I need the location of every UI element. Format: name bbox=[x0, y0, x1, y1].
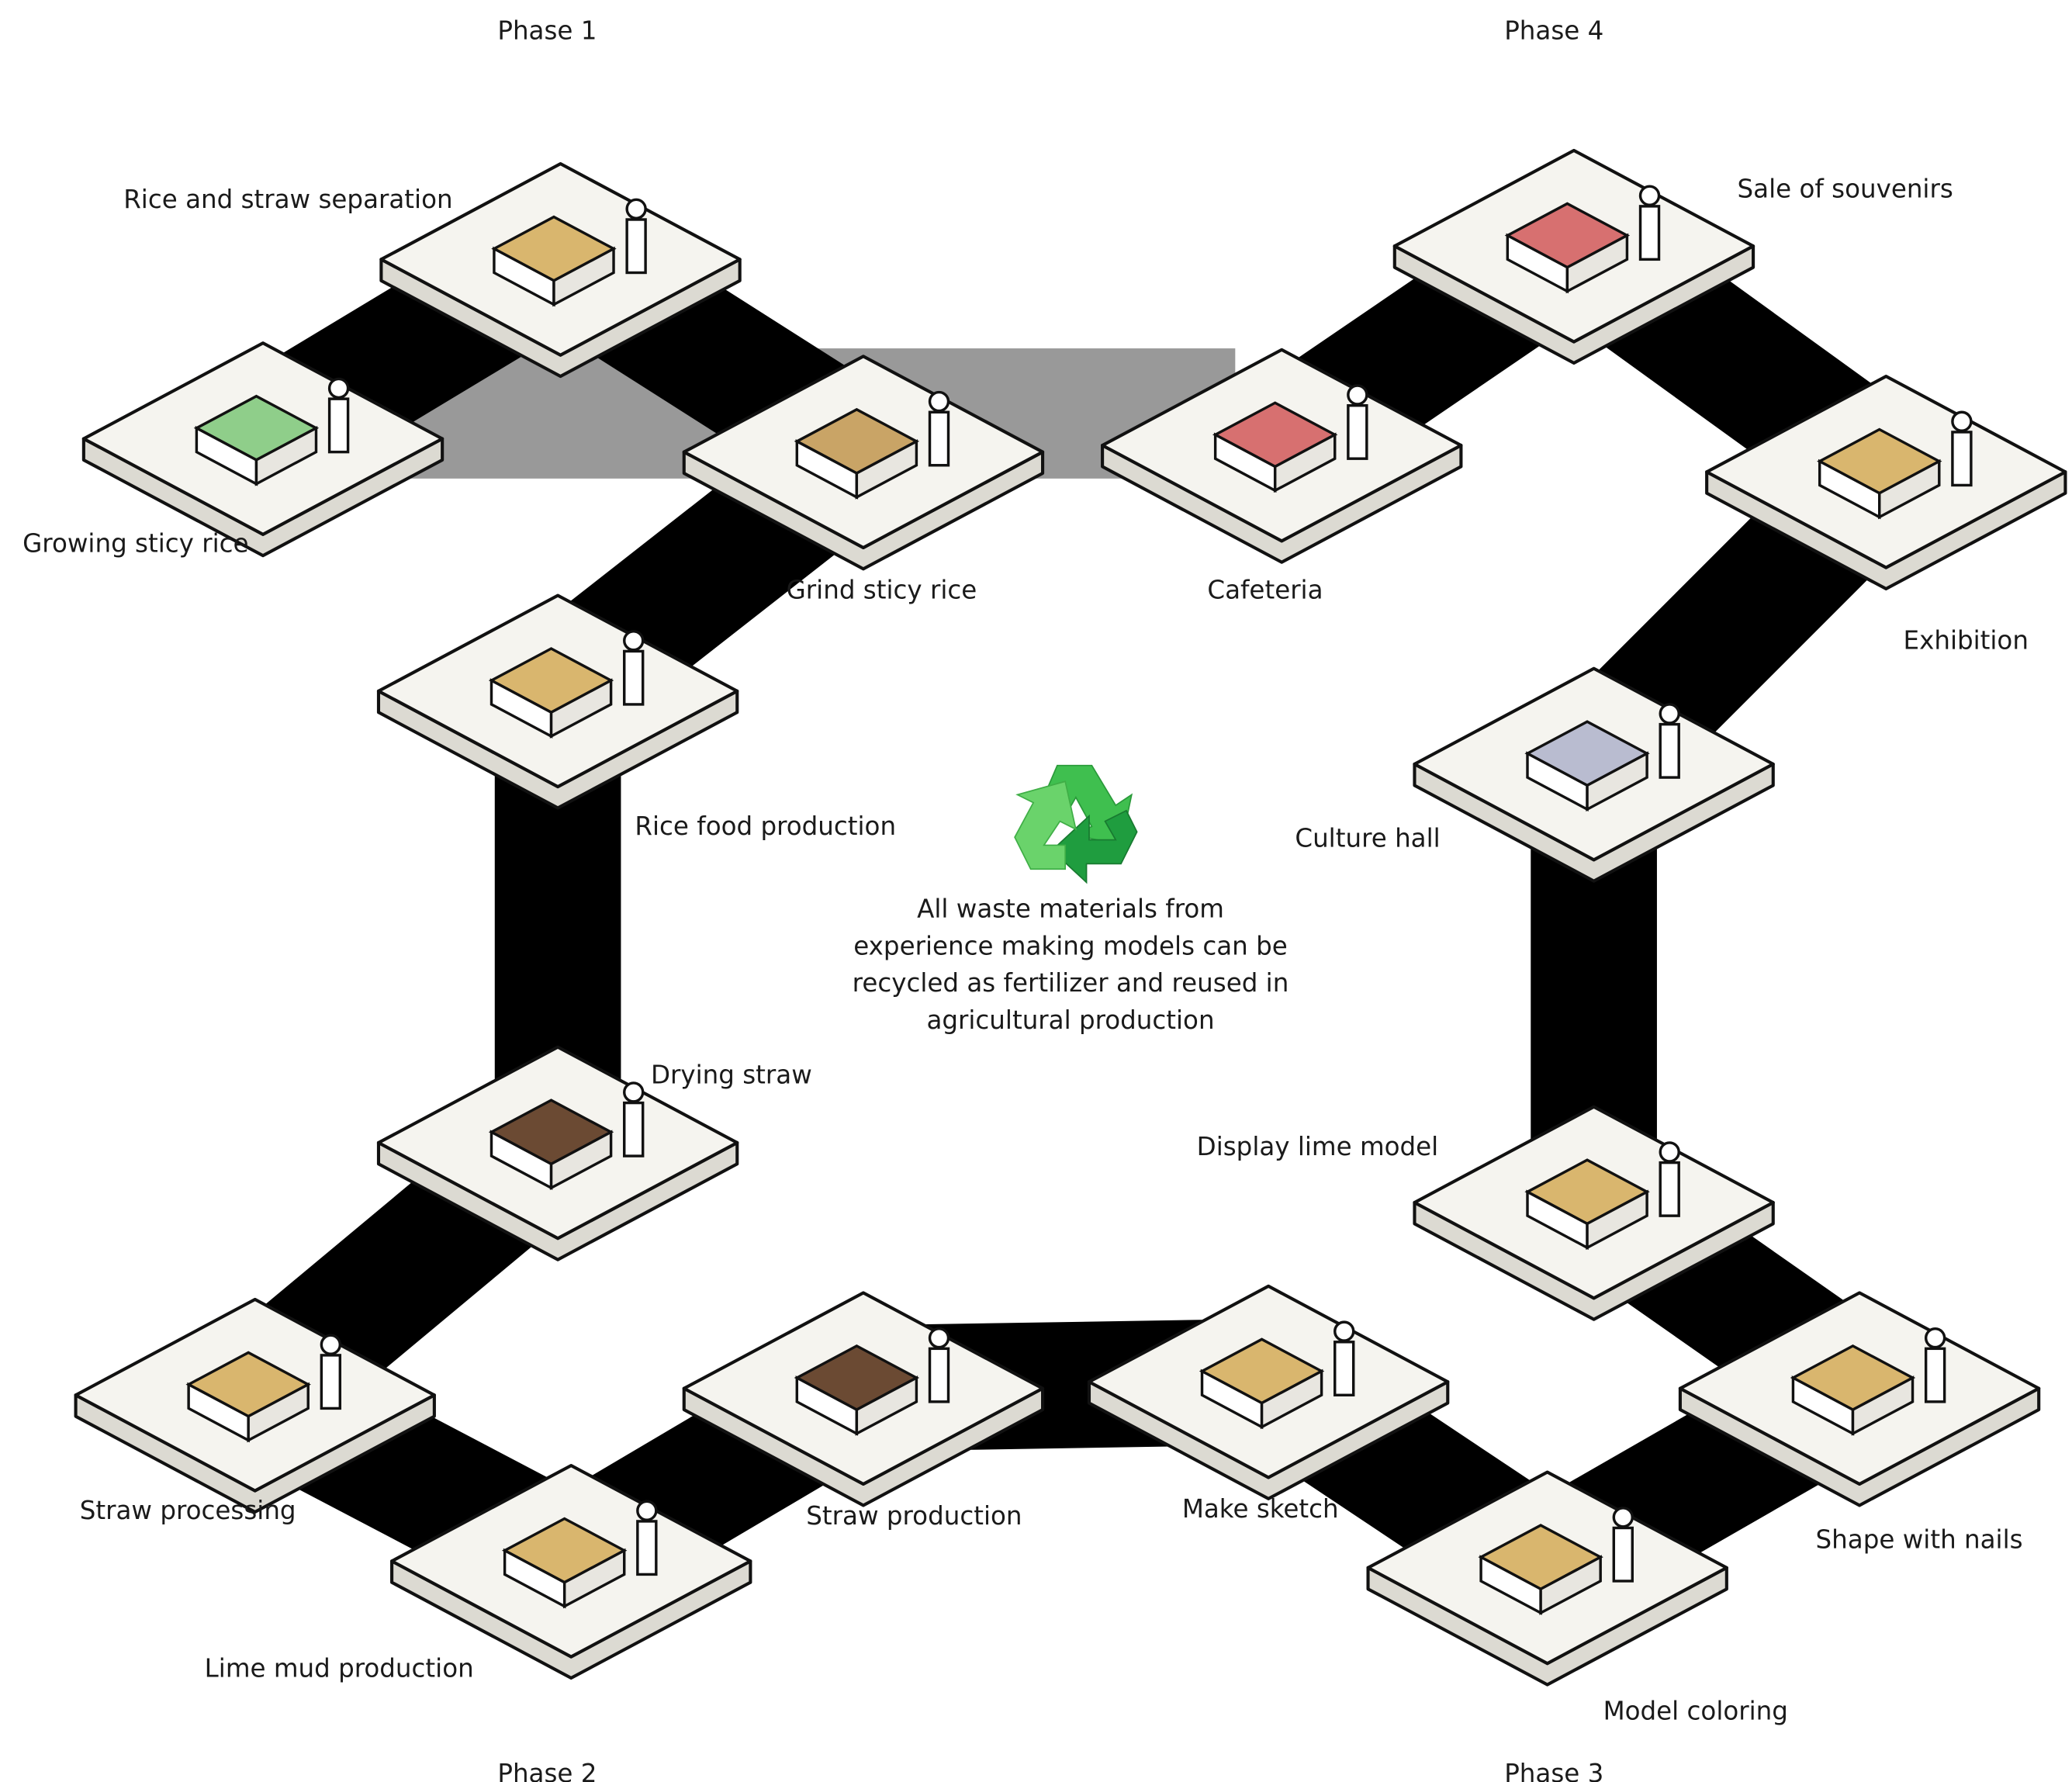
platform-item bbox=[1926, 1329, 1945, 1348]
node-label: Model coloring bbox=[1603, 1696, 1788, 1725]
platform-item bbox=[638, 1521, 656, 1574]
platform-item bbox=[1348, 386, 1367, 404]
node-label: Rice and straw separation bbox=[123, 185, 452, 214]
node-label: Sale of souvenirs bbox=[1738, 174, 1953, 203]
node-label: Lime mud production bbox=[205, 1654, 474, 1683]
platform-item bbox=[624, 1083, 643, 1102]
platform-item bbox=[627, 199, 645, 218]
platform-item bbox=[638, 1501, 656, 1520]
platform-item bbox=[1660, 704, 1679, 723]
node-label: Straw production bbox=[806, 1501, 1022, 1531]
platform-item bbox=[930, 1348, 949, 1401]
node-label: Exhibition bbox=[1904, 625, 2029, 655]
platform-item bbox=[930, 412, 949, 465]
node-label: Grind sticy rice bbox=[787, 575, 977, 604]
platform-item bbox=[330, 399, 348, 452]
page: {"phases": ["Phase 1", "Phase 4", "Phase… bbox=[0, 0, 2072, 1782]
phase-label: Phase 3 bbox=[1504, 1759, 1603, 1782]
node-label: Growing sticy rice bbox=[22, 528, 248, 558]
platform-item bbox=[1926, 1348, 1945, 1401]
phase-label: Phase 2 bbox=[497, 1759, 597, 1782]
node-label: Rice food production bbox=[635, 811, 896, 841]
phase-label: Phase 4 bbox=[1504, 16, 1603, 46]
platform-item bbox=[1335, 1342, 1354, 1395]
platform-item bbox=[1641, 186, 1659, 205]
node-label: Drying straw bbox=[651, 1060, 812, 1089]
platform-item bbox=[1660, 1143, 1679, 1161]
center-note: All waste materials from bbox=[917, 894, 1224, 923]
node-label: Display lime model bbox=[1197, 1132, 1439, 1161]
platform-item bbox=[1348, 406, 1367, 458]
platform-item bbox=[1614, 1508, 1632, 1527]
platform-item bbox=[624, 1103, 643, 1156]
diagram: Phase 1 Phase 4 Phase 2 Phase 3 Rice and… bbox=[0, 0, 2072, 1782]
platform-item bbox=[330, 379, 348, 397]
node-label: Straw processing bbox=[80, 1496, 296, 1525]
platform-item bbox=[624, 651, 643, 704]
center-note: recycled as fertilizer and reused in bbox=[853, 968, 1289, 998]
platform-item bbox=[321, 1335, 340, 1354]
platform-item bbox=[1660, 1163, 1679, 1216]
node-label: Culture hall bbox=[1295, 824, 1440, 853]
phase-label: Phase 1 bbox=[497, 16, 597, 46]
platform-item bbox=[1953, 412, 1971, 431]
center-note: agricultural production bbox=[926, 1005, 1214, 1035]
node-label: Cafeteria bbox=[1207, 575, 1323, 604]
platform-item bbox=[1614, 1528, 1632, 1580]
node-label: Make sketch bbox=[1182, 1494, 1339, 1524]
platform-item bbox=[930, 1329, 949, 1348]
platform-item bbox=[624, 631, 643, 650]
platform-item bbox=[1641, 206, 1659, 259]
node-label: Shape with nails bbox=[1816, 1525, 2023, 1555]
platform-item bbox=[930, 393, 949, 411]
platform-item bbox=[1660, 725, 1679, 777]
recycle-icon bbox=[1015, 766, 1137, 883]
platform-item bbox=[1953, 432, 1971, 485]
platform-item bbox=[321, 1355, 340, 1408]
platform-item bbox=[627, 220, 645, 272]
center-note: experience making models can be bbox=[853, 931, 1288, 960]
platform-item bbox=[1335, 1322, 1354, 1341]
